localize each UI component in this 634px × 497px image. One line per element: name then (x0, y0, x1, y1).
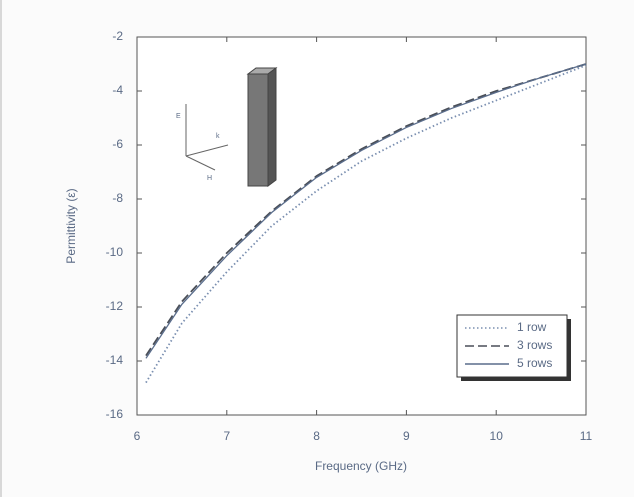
legend-label: 5 rows (517, 356, 552, 370)
inset-bar-side (267, 67, 277, 187)
series-line (145, 63, 587, 359)
inset-label: E (176, 113, 181, 120)
legend-label: 3 rows (517, 338, 552, 352)
inset-label: H (207, 175, 212, 182)
y-tick-label: -10 (106, 245, 124, 259)
series-line (145, 64, 587, 384)
legend-label: 1 row (517, 320, 547, 334)
inset-axis (185, 155, 216, 171)
inset-label: k (216, 133, 220, 140)
y-axis-label: Permittivity (ε) (64, 188, 78, 263)
x-tick-label: 7 (223, 429, 230, 443)
x-tick-label: 11 (580, 429, 593, 443)
series-line (145, 63, 587, 357)
y-tick-label: -4 (112, 83, 123, 97)
y-tick-label: -8 (112, 191, 123, 205)
y-tick-label: -6 (112, 137, 123, 151)
inset-bar (247, 73, 269, 187)
inset-axis (185, 144, 229, 157)
y-tick-label: -12 (106, 299, 124, 313)
x-tick-label: 8 (313, 429, 320, 443)
x-axis-label: Frequency (GHz) (315, 459, 407, 473)
legend-box (456, 314, 568, 378)
y-tick-label: -16 (106, 407, 124, 421)
y-tick-label: -2 (112, 29, 123, 43)
x-tick-label: 6 (134, 429, 141, 443)
y-tick-label: -14 (106, 353, 124, 367)
inset: E k H (176, 67, 278, 187)
x-tick-label: 10 (490, 429, 504, 443)
legend: 1 row 3 rows 5 rows (456, 314, 571, 381)
x-tick-label: 9 (403, 429, 410, 443)
